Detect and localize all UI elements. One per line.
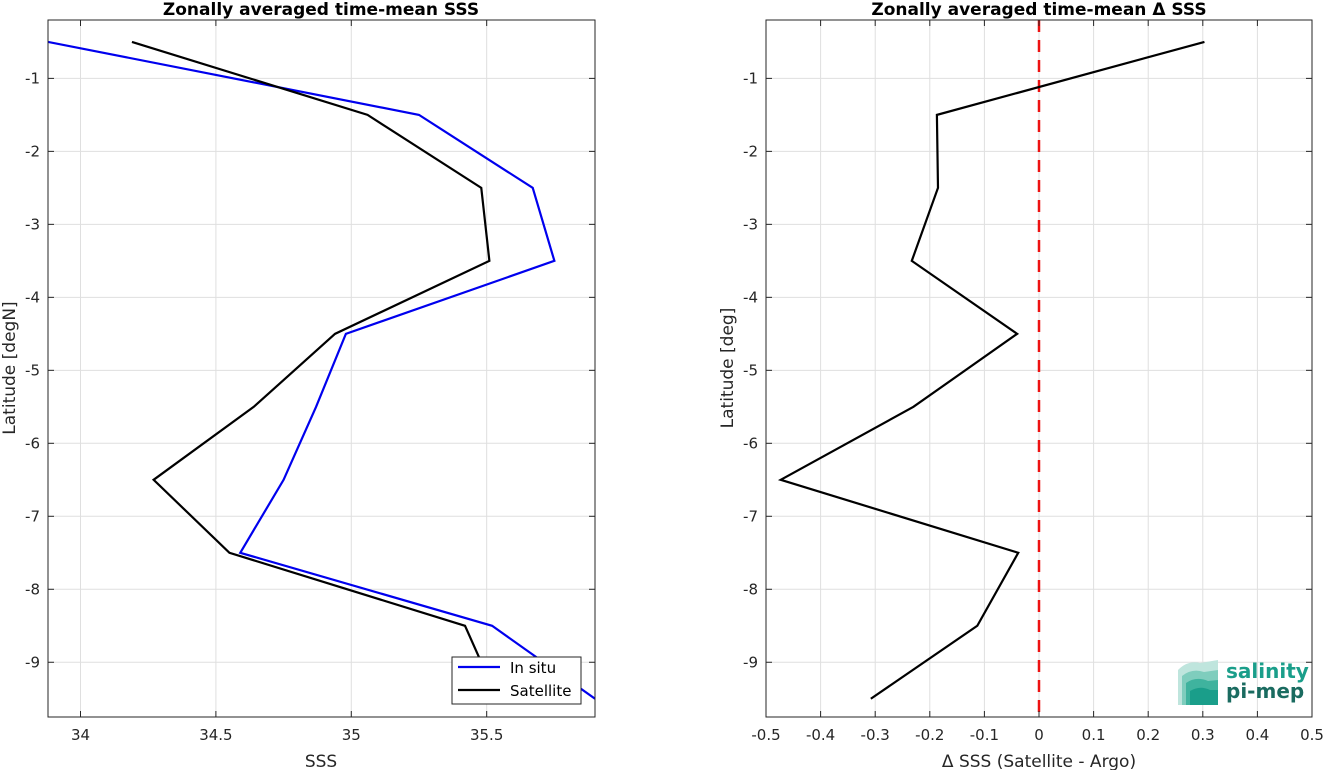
series-line-in-situ — [48, 40, 595, 700]
x-tick-label: 0.3 — [1191, 726, 1215, 744]
y-tick-label: -7 — [743, 507, 758, 525]
x-tick-label: -0.5 — [751, 726, 780, 744]
y-tick-label: -8 — [743, 580, 758, 598]
y-tick-label: -5 — [743, 361, 758, 379]
delta-sss-chart: -0.5 -0.4 -0.3 -0.2 -0.1 0 0.1 0.2 0.3 0.4 0.5 -1 -2… — [718, 0, 1324, 770]
sss-legend: In situ Satellite — [451, 656, 582, 705]
y-tick-label: -2 — [25, 142, 40, 160]
legend-box — [451, 656, 582, 705]
delta-x-axis-label: Δ SSS (Satellite - Argo) — [942, 752, 1136, 770]
y-tick-label: -1 — [25, 69, 40, 87]
y-tick-label: -6 — [743, 434, 758, 452]
x-tick-label: -0.3 — [861, 726, 890, 744]
sss-series-layer — [48, 40, 595, 700]
sss-chart: 34 34.5 35 35.5 -1 -2 -3 -4 -5 -6 -7 -8 -9 Zonally a… — [0, 0, 596, 770]
y-tick-label: -3 — [25, 215, 40, 233]
x-tick-label: 0.1 — [1082, 726, 1106, 744]
salinity-pi-mep-logo: salinity pi-mep — [1178, 659, 1309, 705]
y-tick-label: -4 — [25, 288, 40, 306]
y-tick-label: -2 — [743, 142, 758, 160]
x-tick-label: -0.2 — [915, 726, 944, 744]
legend-label-satellite: Satellite — [510, 682, 571, 700]
logo-wave-icon — [1178, 660, 1218, 705]
sss-y-axis-label: Latitude [degN] — [0, 301, 20, 434]
y-tick-label: -3 — [743, 215, 758, 233]
legend-label-in-situ: In situ — [510, 659, 556, 677]
y-tick-label: -8 — [25, 580, 40, 598]
x-tick-label: 0.4 — [1245, 726, 1269, 744]
sss-axes-box — [47, 19, 596, 718]
y-tick-label: -9 — [25, 653, 40, 671]
x-tick-label: 35.5 — [470, 726, 503, 744]
y-tick-label: -6 — [25, 434, 40, 452]
x-tick-label: 34 — [71, 726, 90, 744]
delta-chart-title: Zonally averaged time-mean Δ SSS — [871, 0, 1206, 20]
x-tick-label: 0.2 — [1136, 726, 1160, 744]
sss-ticks: 34 34.5 35 35.5 -1 -2 -3 -4 -5 -6 -7 -8 -9 — [25, 20, 595, 744]
y-tick-label: -5 — [25, 361, 40, 379]
x-tick-label: -0.1 — [970, 726, 999, 744]
x-tick-label: 34.5 — [199, 726, 232, 744]
logo-text-pi-mep: pi-mep — [1226, 679, 1304, 703]
delta-ticks: -0.5 -0.4 -0.3 -0.2 -0.1 0 0.1 0.2 0.3 0.4 0.5 -1 -2… — [743, 20, 1324, 744]
y-tick-label: -9 — [743, 653, 758, 671]
series-line-series-0 — [777, 40, 1205, 700]
delta-series-layer — [777, 20, 1205, 717]
logo-text-salinity: salinity — [1226, 659, 1309, 683]
y-tick-label: -4 — [743, 288, 758, 306]
sss-chart-title: Zonally averaged time-mean SSS — [163, 0, 479, 20]
x-tick-label: 0 — [1034, 726, 1044, 744]
x-tick-label: 35 — [342, 726, 361, 744]
series-line-satellite — [131, 40, 491, 663]
sss-plot-area — [48, 20, 595, 717]
x-tick-label: 0.5 — [1300, 726, 1324, 744]
y-tick-label: -1 — [743, 69, 758, 87]
delta-y-axis-label: Latitude [deg] — [718, 308, 738, 429]
y-tick-label: -7 — [25, 507, 40, 525]
sss-x-axis-label: SSS — [305, 752, 337, 770]
x-tick-label: -0.4 — [806, 726, 835, 744]
